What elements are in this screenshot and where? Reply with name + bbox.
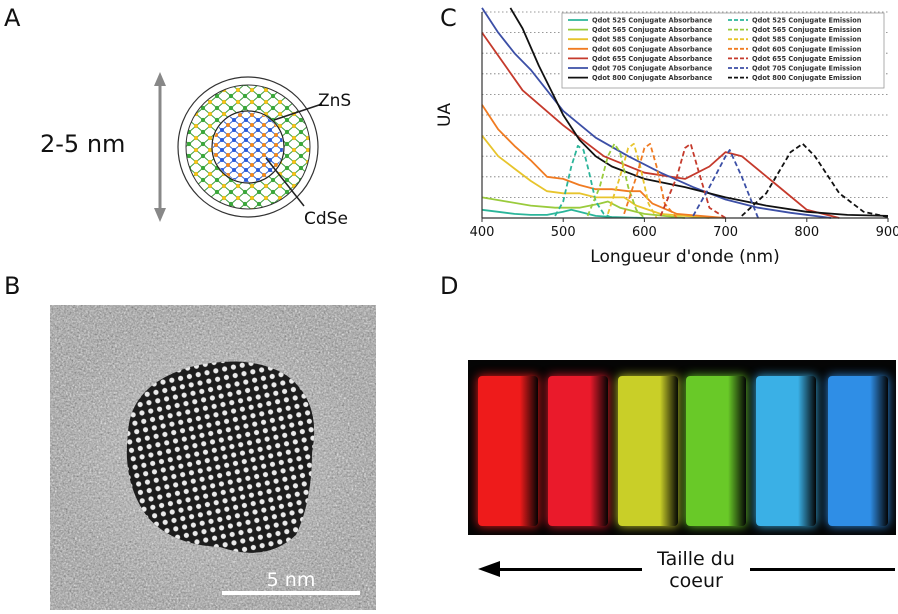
panel-label-d: D [440, 272, 459, 300]
series-line [607, 142, 658, 219]
core-cdse [213, 112, 283, 182]
vial-3 [618, 376, 678, 526]
caption-line-2: coeur [669, 570, 723, 592]
legend-label: Qdot 585 Conjugate Emission [752, 36, 862, 44]
quantum-dot-schematic: 2-5 nm ZnS CdSe [40, 72, 351, 229]
legend-label: Qdot 705 Conjugate Absorbance [592, 65, 713, 73]
series-line [481, 196, 686, 219]
legend-label: Qdot 800 Conjugate Absorbance [592, 74, 713, 82]
zns-label: ZnS [318, 91, 351, 111]
cdse-pointer [265, 157, 305, 207]
zns-pointer [273, 103, 323, 121]
panel-label-b: B [4, 272, 21, 300]
panel-label-c: C [440, 4, 457, 32]
vial-5 [756, 376, 816, 526]
series-line [481, 32, 840, 219]
legend-label: Qdot 800 Conjugate Emission [752, 74, 862, 82]
legend-label: Qdot 605 Conjugate Absorbance [592, 45, 713, 53]
legend-box [561, 12, 885, 89]
x-axis-label: Longueur d'onde (nm) [590, 247, 779, 267]
legend-label: Qdot 525 Conjugate Absorbance [592, 17, 713, 25]
vial-6 [828, 376, 888, 526]
panel-label-a: A [4, 4, 21, 32]
series-line [659, 142, 727, 219]
legend-label: Qdot 605 Conjugate Emission [752, 45, 862, 53]
vial-4 [686, 376, 746, 526]
series-line [481, 208, 645, 219]
x-tick-label: 500 [551, 225, 576, 240]
size-label: 2-5 nm [40, 130, 125, 158]
arrow-head [478, 561, 500, 577]
legend-label: Qdot 525 Conjugate Emission [752, 17, 862, 25]
spectra-chart: 400 500 600 700 800 900 Qdot 525 Conjugate Ab… [435, 7, 898, 267]
series-line [554, 145, 613, 219]
series-line [481, 135, 710, 219]
nanocrystal-lattice [126, 361, 315, 553]
series-line [623, 142, 678, 219]
legend-label: Qdot 565 Conjugate Absorbance [592, 26, 713, 34]
x-tick-label: 900 [876, 225, 898, 240]
core-size-caption: Taille du coeur [642, 548, 750, 592]
size-arrow-top [154, 72, 166, 86]
legend-label: Qdot 705 Conjugate Emission [752, 65, 862, 73]
y-axis-label: UA [435, 103, 455, 127]
x-tick-label: 800 [794, 225, 819, 240]
series-line [481, 104, 726, 219]
legend-label: Qdot 655 Conjugate Emission [752, 55, 862, 63]
x-tick-label: 600 [632, 225, 657, 240]
x-ticks: 400 500 600 700 800 900 [470, 218, 898, 240]
series-line [509, 7, 889, 217]
x-tick-label: 700 [713, 225, 738, 240]
tem-lattice-svg: 5 nm [50, 305, 376, 610]
series-line [741, 142, 889, 218]
legend-label: Qdot 655 Conjugate Absorbance [592, 55, 713, 63]
series-line [692, 149, 759, 219]
caption-line-1: Taille du [657, 548, 735, 570]
cdse-label: CdSe [304, 209, 348, 229]
legend-label: Qdot 565 Conjugate Emission [752, 26, 862, 34]
x-tick-label: 400 [470, 225, 495, 240]
size-arrow-bottom [154, 208, 166, 222]
scale-bar-label: 5 nm [267, 569, 316, 591]
tem-image: 5 nm [50, 305, 376, 610]
vial-1 [478, 376, 538, 526]
chart-series [481, 7, 889, 219]
legend-label: Qdot 585 Conjugate Absorbance [592, 36, 713, 44]
series-line [586, 142, 646, 219]
vial-2 [548, 376, 608, 526]
vials-photo [468, 360, 896, 535]
